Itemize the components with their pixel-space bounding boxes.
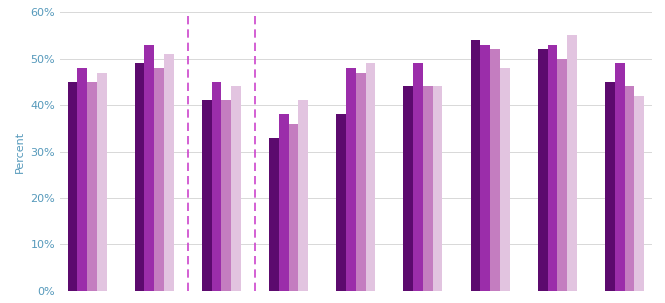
Bar: [299, 100, 308, 291]
Bar: [231, 86, 241, 291]
Bar: [87, 82, 97, 291]
Bar: [423, 86, 433, 291]
Bar: [135, 63, 144, 291]
Bar: [567, 35, 577, 291]
Bar: [144, 45, 154, 291]
Bar: [221, 100, 231, 291]
Bar: [624, 86, 634, 291]
Bar: [413, 63, 423, 291]
Bar: [154, 68, 164, 291]
Bar: [269, 138, 279, 291]
Bar: [557, 58, 567, 291]
Bar: [202, 100, 211, 291]
Bar: [490, 49, 500, 291]
Bar: [480, 45, 490, 291]
Bar: [433, 86, 442, 291]
Bar: [97, 72, 106, 291]
Bar: [634, 96, 644, 291]
Bar: [404, 86, 413, 291]
Bar: [500, 68, 509, 291]
Bar: [605, 82, 614, 291]
Bar: [366, 63, 375, 291]
Bar: [336, 114, 346, 291]
Bar: [471, 40, 480, 291]
Bar: [289, 124, 299, 291]
Bar: [614, 63, 624, 291]
Bar: [346, 68, 356, 291]
Bar: [211, 82, 221, 291]
Bar: [77, 68, 87, 291]
Bar: [68, 82, 77, 291]
Bar: [356, 72, 366, 291]
Bar: [538, 49, 547, 291]
Bar: [164, 54, 174, 291]
Y-axis label: Percent: Percent: [15, 130, 25, 173]
Bar: [279, 114, 289, 291]
Bar: [547, 45, 557, 291]
